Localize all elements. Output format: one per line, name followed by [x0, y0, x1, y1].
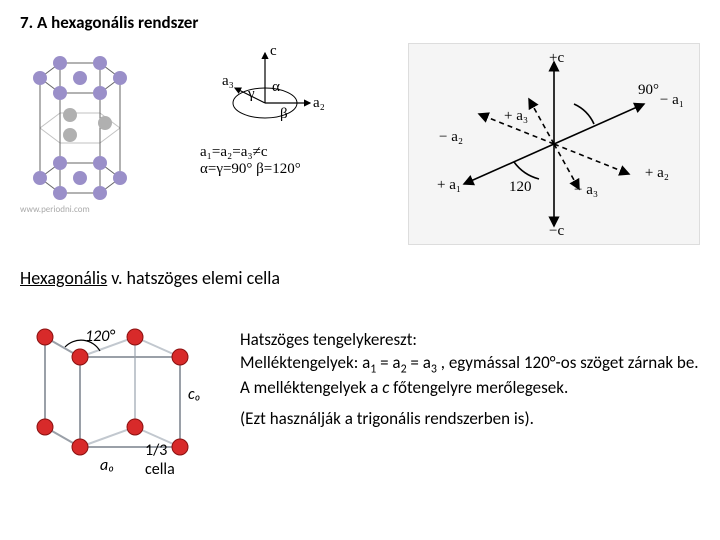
label-plus-c: +c: [549, 50, 564, 67]
label-minus-a3: − a₃: [574, 182, 598, 199]
c0-label: c₀: [188, 385, 201, 404]
label-90: 90°: [638, 82, 659, 99]
equation-1: a₁=a₂=a₃≠c: [200, 144, 350, 161]
svg-text:α: α: [272, 79, 280, 95]
expl-line4: (Ezt használják a trigonális rendszerben…: [240, 408, 700, 431]
expl-line2a: Melléktengelyek: a: [240, 352, 370, 373]
page-title: 7. A hexagonális rendszer: [20, 12, 700, 33]
angle-120-label: 120°: [85, 327, 115, 346]
label-minus-a2: − a₂: [439, 129, 463, 146]
svg-text:c: c: [270, 43, 277, 59]
third-cell-label: 1/3 cella: [145, 441, 200, 479]
expl-line3a: A melléktengelyek a: [240, 377, 382, 398]
top-figures: www.periodni.com c a₂ a₃ α γ β a₁=a₂=a₃≠…: [20, 43, 700, 245]
caption-rest: v. hatszöges elemi cella: [107, 267, 280, 289]
hexagonal-crystal-figure: www.periodni.com: [20, 43, 170, 203]
label-plus-a1: + a₁: [437, 177, 461, 194]
label-minus-a1: − a₁: [660, 92, 684, 109]
label-plus-a2: + a₂: [645, 165, 669, 182]
svg-text:a₂: a₂: [313, 95, 325, 111]
equation-2: α=γ=90° β=120°: [200, 161, 350, 178]
a0-label: a₀: [100, 456, 114, 475]
svg-text:β: β: [280, 106, 288, 122]
watermark: www.periodni.com: [20, 204, 90, 215]
unit-cell-figure: 120° c₀ a₀ 1/3 cella: [20, 307, 200, 487]
axis-cross-figure: +c −c 90° 120 + a₁ − a₁ − a₂ + a₂ + a₃ −…: [408, 43, 700, 245]
svg-text:a₃: a₃: [222, 73, 234, 89]
axes-schematic-figure: c a₂ a₃ α γ β a₁=a₂=a₃≠c α=γ=90° β=120°: [200, 43, 350, 203]
caption-underlined: Hexagonális: [20, 267, 107, 289]
explanation-text: Hatszöges tengelykereszt: Melléktengelye…: [240, 307, 700, 439]
lower-section: 120° c₀ a₀ 1/3 cella Hatszöges tengelyke…: [20, 307, 700, 487]
expl-line1: Hatszöges tengelykereszt:: [240, 329, 417, 350]
figure-caption: Hexagonális v. hatszöges elemi cella: [20, 267, 700, 289]
svg-text:γ: γ: [247, 86, 255, 102]
label-minus-c: −c: [549, 223, 564, 240]
label-120: 120: [509, 179, 532, 196]
label-plus-a3: + a₃: [504, 108, 528, 125]
